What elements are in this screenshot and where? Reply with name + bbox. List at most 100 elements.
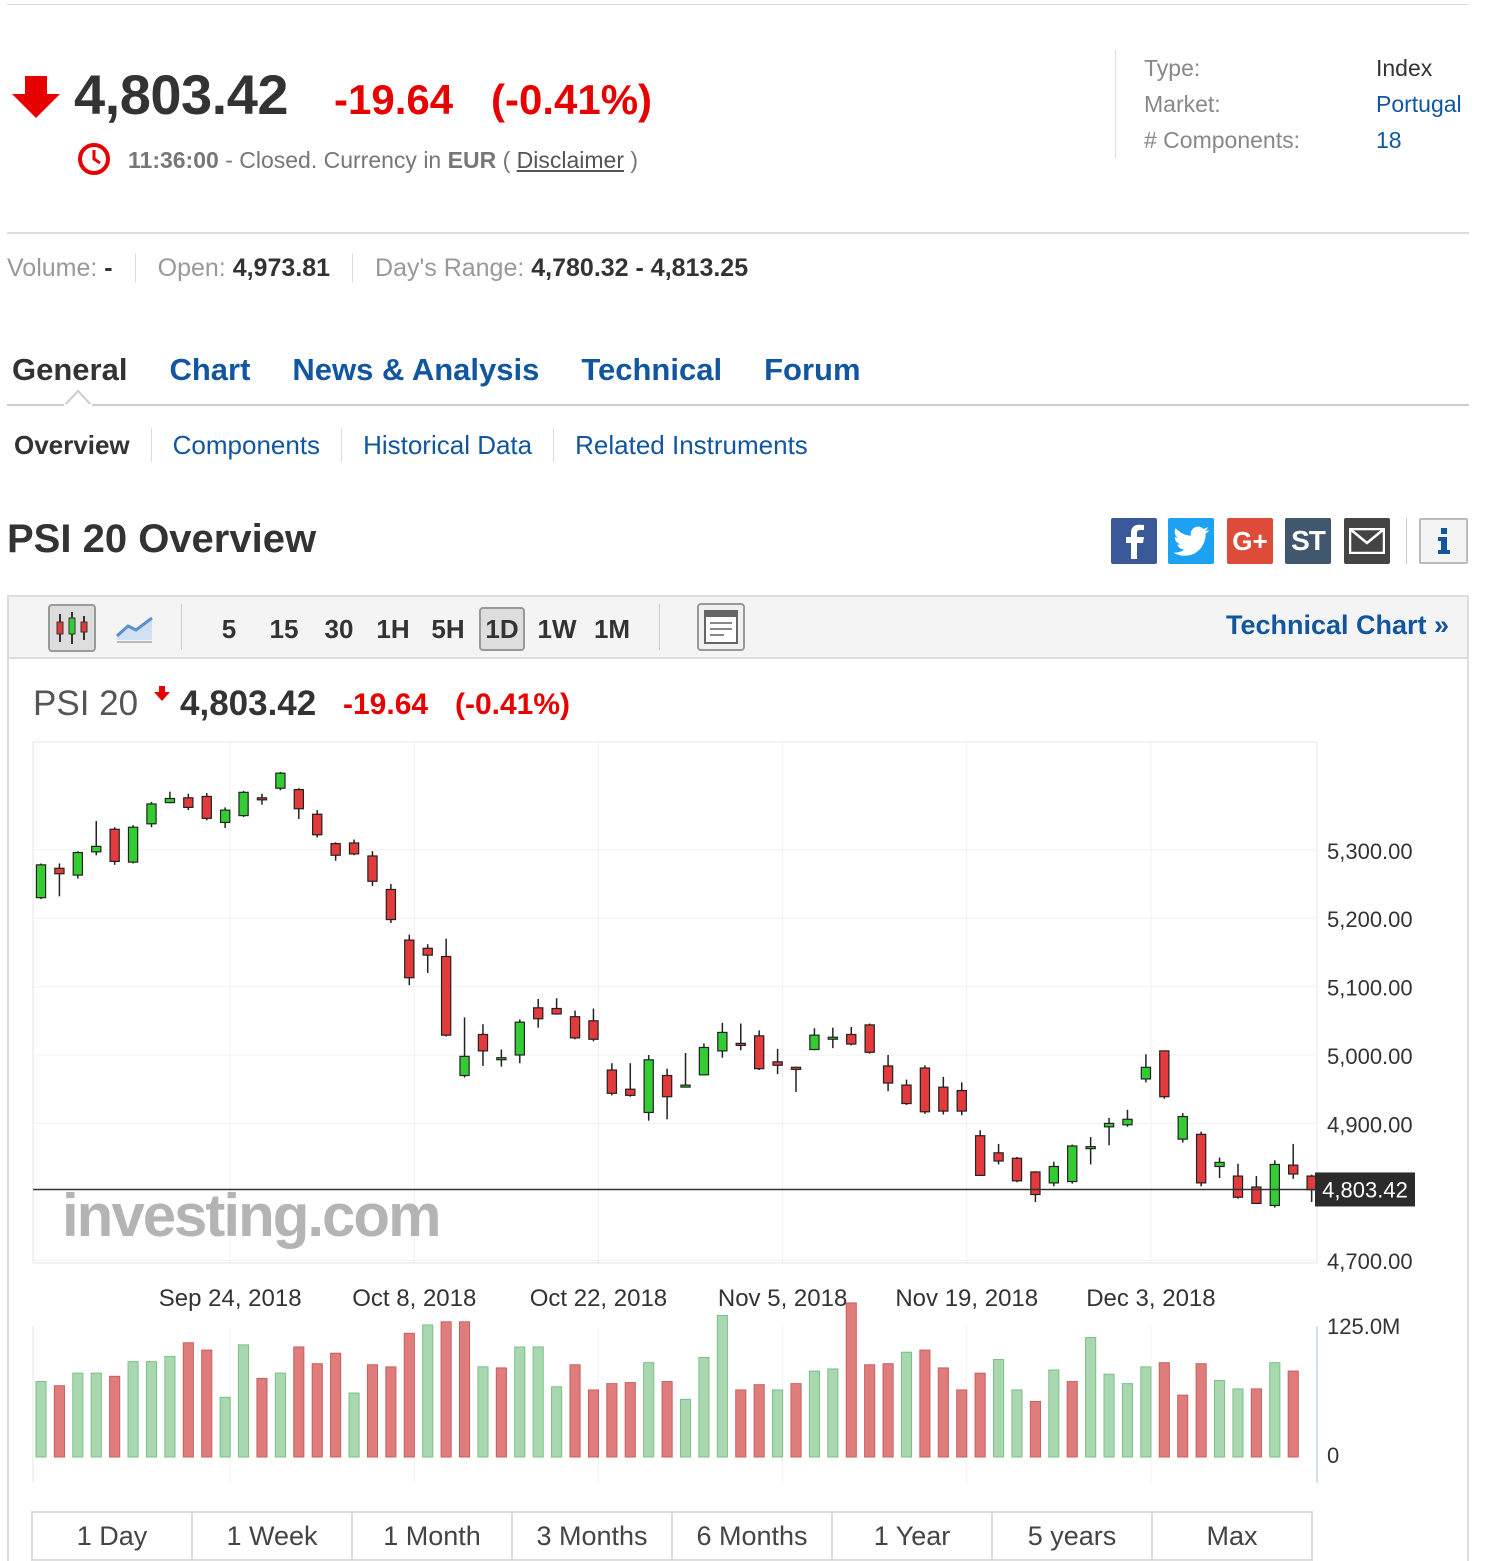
quote-status: 11:36:00 - Closed. Currency in EUR ( Dis… — [128, 147, 638, 174]
volume-bar-down — [330, 1352, 342, 1458]
candle-body-up — [164, 797, 176, 804]
active-tab-caret-icon — [64, 389, 92, 406]
candle — [1232, 1163, 1244, 1199]
area-chart-button[interactable] — [114, 610, 156, 646]
candle-body-down — [846, 1033, 857, 1045]
candle-body-down — [606, 1069, 618, 1094]
price-change: -19.64 — [334, 76, 454, 123]
y-tick-label: 4,700.00 — [1327, 1249, 1413, 1274]
google-plus-icon[interactable]: G+ — [1227, 518, 1273, 564]
candle — [330, 842, 341, 861]
range-1-year-button[interactable]: 1 Year — [833, 1513, 993, 1559]
volume-bar-down — [53, 1385, 65, 1458]
interval-1h-button[interactable]: 1H — [376, 614, 410, 644]
interval-1w-button[interactable]: 1W — [537, 614, 577, 644]
toolbar-separator — [659, 604, 660, 650]
volume-bar-up — [698, 1356, 710, 1458]
volume-bar-up — [827, 1368, 839, 1458]
currency: EUR — [447, 147, 497, 173]
volume-bar-up — [422, 1324, 434, 1458]
candle-body-up — [459, 1055, 470, 1077]
candle — [1195, 1131, 1207, 1187]
volume-bar-up — [1121, 1383, 1134, 1458]
volume-bar-up — [808, 1370, 820, 1458]
candle — [643, 1055, 654, 1121]
subtab-components[interactable]: Components — [172, 429, 321, 460]
paren-close: ) — [630, 147, 639, 173]
candle — [606, 1063, 618, 1096]
tab-chart[interactable]: Chart — [169, 352, 251, 387]
disclaimer-link[interactable]: Disclaimer — [516, 147, 624, 173]
candle — [1067, 1144, 1078, 1184]
candle-body-down — [109, 828, 120, 863]
components-link[interactable]: 18 — [1376, 127, 1402, 153]
range-3-months-button[interactable]: 3 Months — [513, 1513, 673, 1559]
type-value: Index — [1376, 55, 1433, 81]
chart-layout-button[interactable] — [697, 603, 745, 651]
candle-body-up — [698, 1046, 710, 1076]
volume-bar-up — [551, 1386, 563, 1458]
volume-bar-up — [1140, 1366, 1152, 1458]
candle — [882, 1055, 894, 1092]
subtab-historical-data[interactable]: Historical Data — [363, 429, 533, 460]
candle — [809, 1028, 820, 1051]
candle — [256, 793, 268, 805]
volume-bar-down — [109, 1375, 121, 1458]
tab-technical[interactable]: Technical — [581, 352, 723, 387]
range-1-week-button[interactable]: 1 Week — [193, 1513, 353, 1559]
tab-general[interactable]: General — [12, 352, 128, 387]
subtab-related-instruments[interactable]: Related Instruments — [575, 429, 808, 460]
range-5-years-button[interactable]: 5 years — [993, 1513, 1153, 1559]
volume-bar-down — [495, 1367, 507, 1458]
subtab-overview[interactable]: Overview — [14, 429, 130, 460]
candle-body-up — [1103, 1122, 1115, 1128]
candle — [864, 1023, 875, 1054]
clock-icon — [78, 143, 110, 175]
interval-30-button[interactable]: 30 — [324, 614, 354, 644]
market-link[interactable]: Portugal — [1376, 91, 1462, 117]
candle-body-down — [312, 813, 323, 836]
volume-bar-down — [458, 1321, 471, 1458]
candle — [901, 1079, 912, 1105]
candle — [919, 1065, 931, 1114]
volume-bar-down — [440, 1321, 452, 1458]
candle — [459, 1017, 470, 1078]
candle — [717, 1022, 728, 1058]
info-divider — [1115, 50, 1116, 158]
range-6-months-button[interactable]: 6 Months — [673, 1513, 833, 1559]
candle-body-down — [753, 1035, 765, 1070]
candle-body-down — [956, 1089, 967, 1112]
interval-1m-button[interactable]: 1M — [593, 614, 631, 644]
tab-news-analysis[interactable]: News & Analysis — [292, 352, 540, 387]
candle — [385, 884, 397, 923]
interval-5h-button[interactable]: 5H — [431, 614, 465, 644]
candle — [35, 863, 47, 900]
stocktwits-icon[interactable]: ST — [1285, 518, 1331, 564]
volume-bar-up — [35, 1381, 47, 1458]
candle — [1159, 1050, 1170, 1099]
candle-body-up — [219, 809, 231, 824]
interval-1d-button[interactable]: 1D — [479, 607, 525, 651]
volume-value: - — [104, 253, 113, 282]
facebook-icon[interactable] — [1111, 518, 1157, 564]
range-1-day-button[interactable]: 1 Day — [33, 1513, 193, 1559]
technical-chart-link[interactable]: Technical Chart » — [1226, 610, 1450, 640]
range-max-button[interactable]: Max — [1206, 1521, 1258, 1551]
candle-body-up — [275, 772, 286, 789]
interval-15-button[interactable]: 15 — [269, 614, 299, 644]
candle-body-up — [1048, 1165, 1060, 1184]
candlestick-chart-button[interactable] — [48, 604, 96, 652]
info-icon[interactable] — [1419, 518, 1468, 564]
candle — [1288, 1143, 1299, 1179]
candle — [404, 934, 415, 986]
candle — [569, 1010, 581, 1040]
volume-bar-up — [514, 1346, 526, 1458]
email-icon[interactable] — [1344, 518, 1390, 564]
range-1-month-button[interactable]: 1 Month — [353, 1513, 513, 1559]
volume-bar-up — [145, 1361, 158, 1458]
twitter-icon[interactable] — [1168, 518, 1214, 564]
candle — [238, 790, 249, 817]
tab-forum[interactable]: Forum — [764, 352, 861, 387]
interval-5-button[interactable]: 5 — [221, 614, 237, 644]
